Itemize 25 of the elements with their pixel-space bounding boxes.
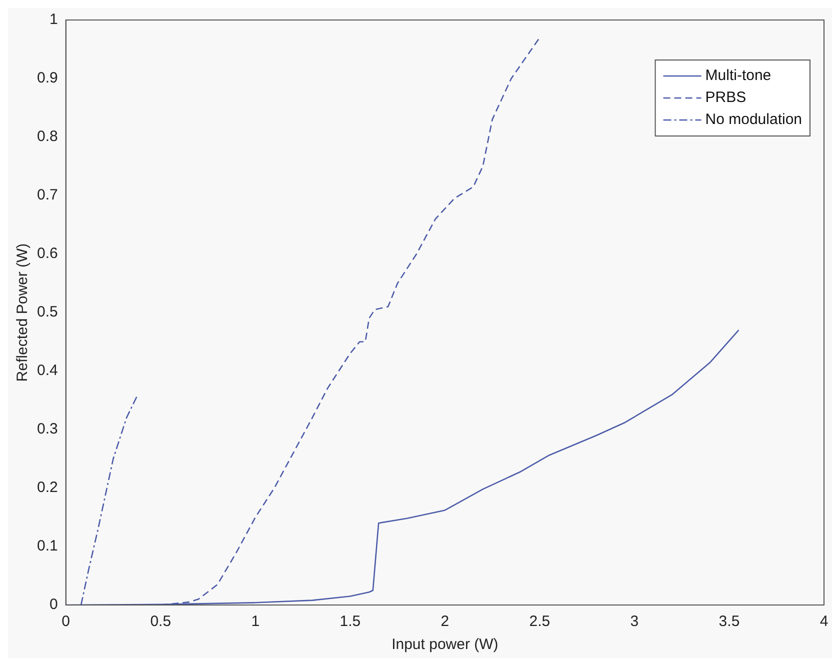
y-tick-label: 1 <box>50 11 58 28</box>
legend-label: No modulation <box>705 111 802 128</box>
x-tick-label: 3 <box>630 613 639 630</box>
legend-label: Multi-tone <box>705 67 772 84</box>
x-tick-label: 2.5 <box>529 613 550 630</box>
y-tick-label: 0.4 <box>36 362 58 380</box>
y-tick-label: 0.3 <box>36 420 58 438</box>
y-tick-label: 0.9 <box>36 70 58 87</box>
x-axis-title: Input power (W) <box>392 636 498 654</box>
x-tick-label: 3.5 <box>718 613 740 630</box>
y-tick-label: 0 <box>50 596 58 614</box>
y-tick-label: 0.5 <box>36 304 58 321</box>
y-tick-label: 0.2 <box>36 479 58 496</box>
x-tick-label: 1.5 <box>340 613 361 630</box>
x-tick-label: 2 <box>440 613 450 630</box>
y-tick-label: 0.8 <box>36 128 58 146</box>
y-tick-label: 0.6 <box>36 245 58 262</box>
y-axis-title: Reflected Power (W) <box>14 243 32 382</box>
legend-label: PRBS <box>705 89 746 106</box>
x-tick-label: 4 <box>820 613 828 630</box>
x-tick-label: 1 <box>251 613 260 630</box>
y-tick-label: 0.7 <box>36 186 58 204</box>
y-tick-label: 0.1 <box>36 538 58 555</box>
x-tick-label: 0.5 <box>150 613 172 630</box>
x-tick-label: 0 <box>62 613 70 630</box>
